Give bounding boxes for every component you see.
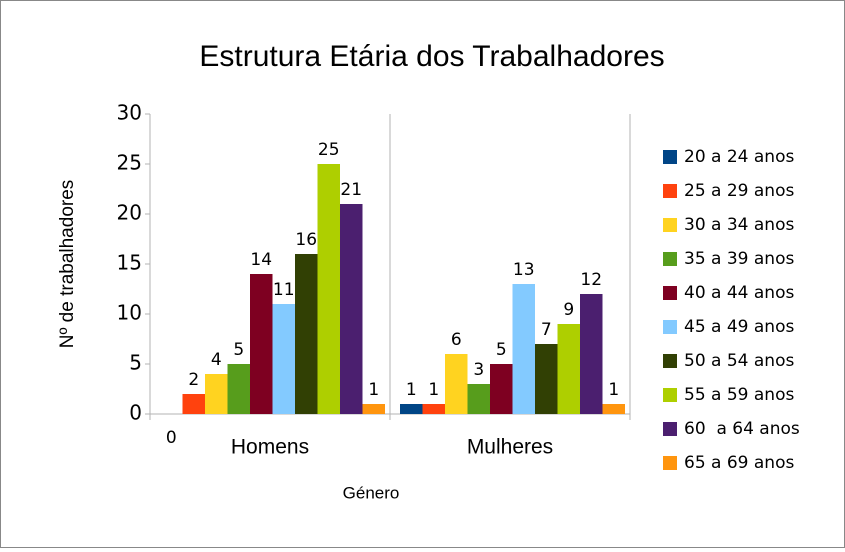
y-tick-label: 15 [117,251,142,275]
data-label: 1 [428,380,439,400]
bar [227,364,250,414]
data-label: 14 [250,250,272,270]
y-tick-label: 30 [117,101,142,125]
chart-title: Estrutura Etária dos Trabalhadores [199,40,664,73]
data-label: 0 [166,428,177,448]
legend-swatch [663,320,677,334]
data-label: 1 [406,380,417,400]
bar [317,164,340,414]
data-label: 1 [368,380,379,400]
data-label: 5 [233,340,244,360]
y-tick-label: 5 [129,351,142,375]
bar [580,294,603,414]
bar [400,404,423,414]
legend-swatch [663,150,677,164]
x-tick-label: Homens [231,436,309,459]
legend-swatch [663,354,677,368]
legend-label: 55 a 59 anos [684,385,794,405]
y-axis-title: Nº de trabalhadores [57,180,78,349]
y-tick-label: 20 [117,201,142,225]
bar [512,284,535,414]
x-tick-label: Mulheres [467,436,553,459]
y-tick-label: 0 [129,401,142,425]
legend-swatch [663,218,677,232]
bar [182,394,205,414]
legend-swatch [663,422,677,436]
data-label: 25 [318,140,340,160]
bar [490,364,513,414]
data-label: 5 [496,340,507,360]
legend-label: 40 a 44 anos [684,283,794,303]
legend-label: 45 a 49 anos [684,317,794,337]
data-label: 4 [211,350,222,370]
data-label: 3 [473,360,484,380]
legend-swatch [663,252,677,266]
data-label: 21 [340,180,362,200]
bar [295,254,318,414]
data-label: 16 [295,230,317,250]
legend-label: 50 a 54 anos [684,351,794,371]
bar [422,404,445,414]
bar [362,404,385,414]
y-tick-label: 10 [117,301,142,325]
legend-swatch [663,456,677,470]
bar [250,274,273,414]
bar [535,344,558,414]
data-label: 13 [513,260,535,280]
x-axis-title: Género [343,483,400,502]
legend-label: 25 a 29 anos [684,181,794,201]
data-label: 2 [188,370,199,390]
legend-label: 65 a 69 anos [684,453,794,473]
bar [467,384,490,414]
bar [272,304,295,414]
data-label: 1 [608,380,619,400]
data-label: 6 [451,330,462,350]
legend-swatch [663,388,677,402]
data-label: 12 [580,270,602,290]
data-label: 11 [273,280,295,300]
legend-swatch [663,286,677,300]
data-label: 7 [541,320,552,340]
legend-label: 35 a 39 anos [684,249,794,269]
bar [557,324,580,414]
legend-label: 30 a 34 anos [684,215,794,235]
bar [445,354,468,414]
bar [602,404,625,414]
legend-label: 60 a 64 anos [684,419,800,439]
bar [340,204,363,414]
legend-swatch [663,184,677,198]
data-label: 9 [563,300,574,320]
y-tick-label: 25 [117,151,142,175]
bar [205,374,228,414]
legend-label: 20 a 24 anos [684,147,794,167]
